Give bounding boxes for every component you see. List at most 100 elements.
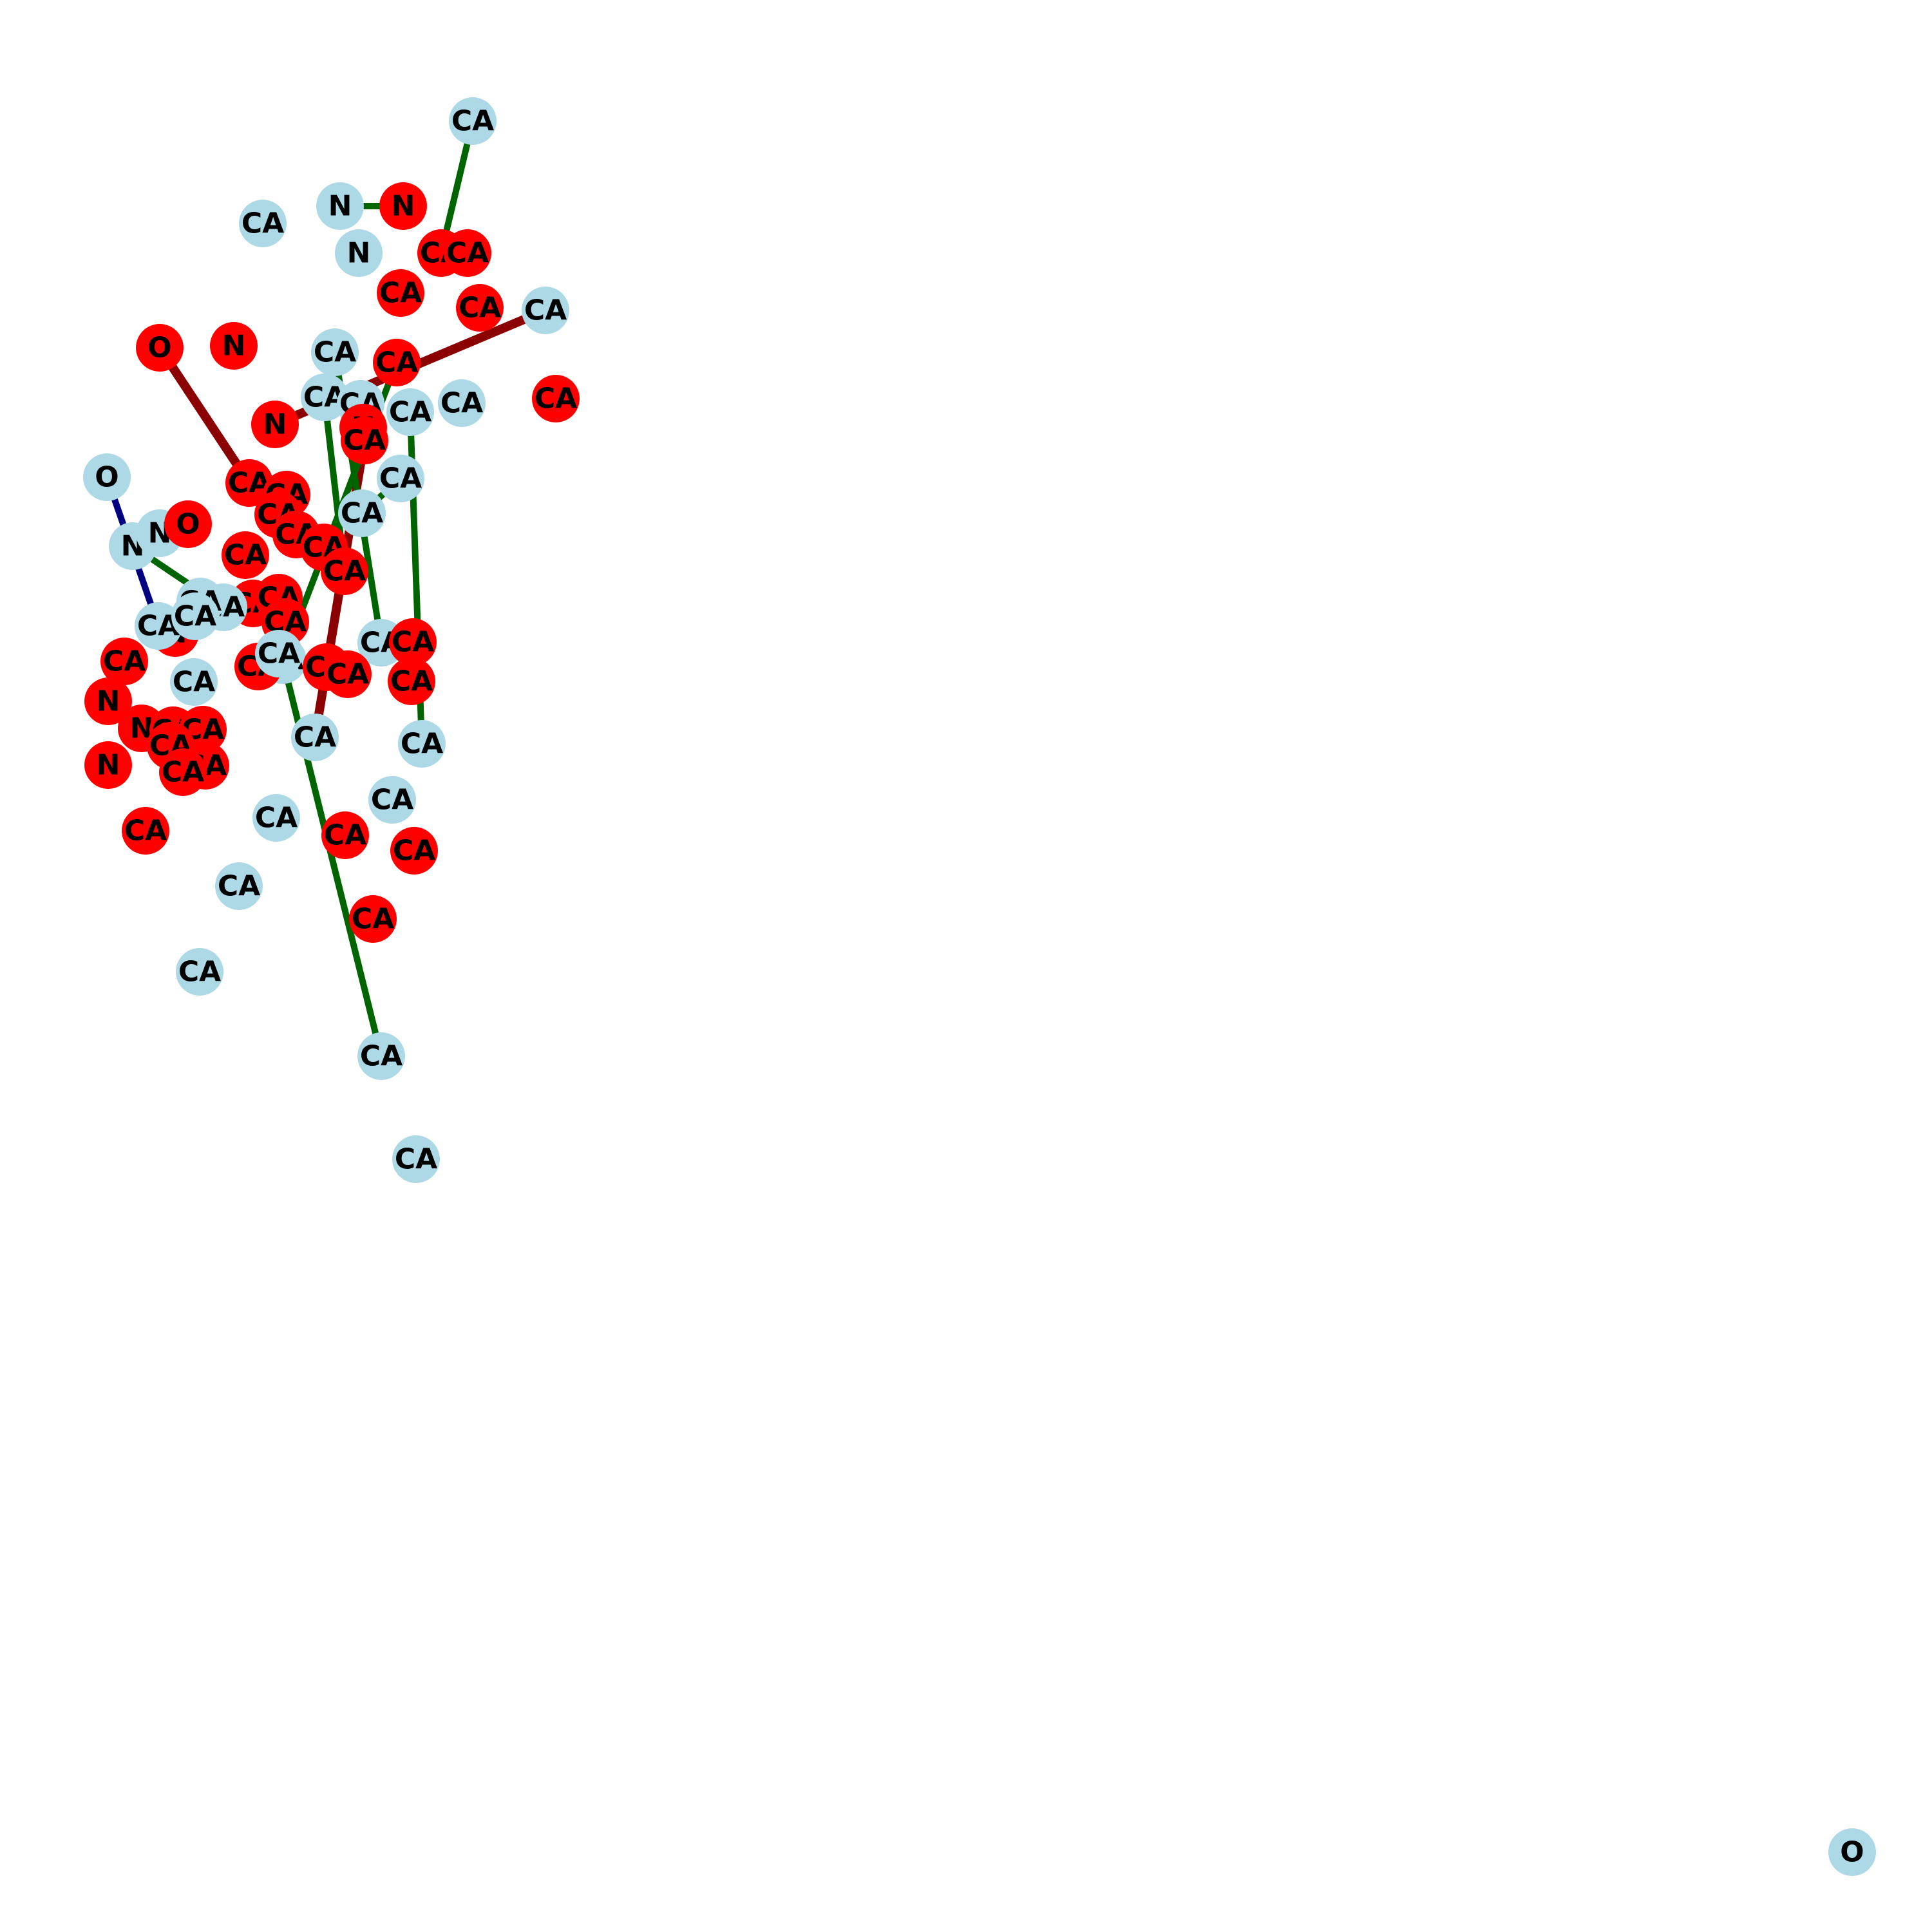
node-circle xyxy=(389,618,437,666)
node-label: CA xyxy=(446,237,489,270)
graph-node: CA xyxy=(357,1032,405,1080)
node-label: CA xyxy=(451,105,494,138)
node-label: CA xyxy=(103,645,146,678)
node-circle xyxy=(136,324,184,372)
node-label: N xyxy=(328,190,352,223)
graph-node: CA xyxy=(311,328,359,376)
graph-node: N xyxy=(84,741,132,789)
node-label: O xyxy=(147,332,171,365)
graph-node: CA xyxy=(388,658,435,705)
node-label: CA xyxy=(178,956,221,989)
node-circle xyxy=(239,200,287,247)
node-label: CA xyxy=(174,600,216,633)
graph-node: CA xyxy=(456,284,504,332)
graph-node: O xyxy=(164,500,212,548)
node-circle xyxy=(222,531,269,579)
graph-node: CA xyxy=(291,714,339,761)
node-circle xyxy=(379,182,427,230)
node-circle xyxy=(377,269,424,317)
node-label: CA xyxy=(323,555,366,588)
node-label: CA xyxy=(324,819,366,852)
node-circle xyxy=(176,948,223,996)
node-circle xyxy=(215,862,263,910)
node-label: CA xyxy=(341,497,383,530)
node-label: CA xyxy=(371,784,413,817)
node-circle xyxy=(135,602,182,650)
graph-node: N xyxy=(84,677,132,725)
node-circle xyxy=(388,658,435,705)
node-circle xyxy=(170,658,218,706)
node-circle xyxy=(251,401,299,448)
node-label: CA xyxy=(440,387,483,420)
graph-node: CA xyxy=(321,547,368,595)
node-label: CA xyxy=(327,658,369,691)
node-label: O xyxy=(1840,1836,1864,1869)
node-circle xyxy=(252,794,300,842)
graph-node: CA xyxy=(377,455,424,502)
node-circle xyxy=(311,328,359,376)
node-circle xyxy=(522,287,569,334)
graph-node: N xyxy=(379,182,427,230)
node-label: CA xyxy=(314,336,356,369)
node-circle xyxy=(171,592,219,640)
node-circle xyxy=(321,547,368,595)
node-label: CA xyxy=(224,539,267,572)
node-label: N xyxy=(97,685,120,718)
graph-node: CA xyxy=(349,895,397,943)
graph-node: CA xyxy=(321,811,369,859)
graph-node: N xyxy=(210,322,258,370)
graph-node: O xyxy=(136,324,184,372)
graph-node: CA xyxy=(222,531,269,579)
node-label: CA xyxy=(258,638,300,670)
node-label: N xyxy=(392,190,415,223)
node-label: N xyxy=(97,749,120,782)
node-circle xyxy=(316,182,364,230)
node-circle xyxy=(373,339,421,386)
node-label: CA xyxy=(360,1040,402,1073)
nodes-layer: CACANNNCACACACACAONCACACACACACACANNCAOCA… xyxy=(83,97,1876,1876)
graph-node: CA xyxy=(159,748,207,796)
node-label: CA xyxy=(379,277,422,310)
node-label: CA xyxy=(524,294,567,327)
graph-node: CA xyxy=(444,229,491,277)
node-label: N xyxy=(347,237,371,270)
node-circle xyxy=(377,455,424,502)
node-label: CA xyxy=(379,462,422,495)
node-circle xyxy=(398,720,446,768)
graph-node: CA xyxy=(438,379,486,427)
node-circle xyxy=(1828,1828,1876,1876)
node-circle xyxy=(386,388,434,436)
node-label: CA xyxy=(393,835,435,867)
node-circle xyxy=(390,827,438,875)
graph-node: CA xyxy=(398,720,446,768)
node-circle xyxy=(84,677,132,725)
node-circle xyxy=(341,417,388,464)
graph-edge xyxy=(279,659,384,1057)
node-circle xyxy=(438,379,486,427)
graph-node: O xyxy=(83,453,131,501)
node-label: CA xyxy=(242,207,284,240)
node-label: CA xyxy=(375,346,418,379)
graph-node: CA xyxy=(389,618,437,666)
graph-node: CA xyxy=(255,630,303,677)
graph-node: CA xyxy=(252,794,300,842)
graph-node: O xyxy=(1828,1828,1876,1876)
graph-node: CA xyxy=(135,602,182,650)
graph-node: CA xyxy=(341,417,388,464)
node-label: CA xyxy=(173,666,215,699)
graph-node: CA xyxy=(373,339,421,386)
node-circle xyxy=(164,500,212,548)
node-label: CA xyxy=(392,626,434,659)
node-label: CA xyxy=(162,756,204,789)
node-circle xyxy=(83,453,131,501)
graph-node: CA xyxy=(171,592,219,640)
graph-node: CA xyxy=(122,807,169,855)
node-label: CA xyxy=(459,292,501,325)
node-label: CA xyxy=(218,870,260,903)
node-label: O xyxy=(95,461,118,494)
node-circle xyxy=(392,1135,440,1183)
graph-node: CA xyxy=(377,269,424,317)
graph-node: CA xyxy=(449,97,497,145)
node-circle xyxy=(335,229,383,277)
node-circle xyxy=(349,895,397,943)
